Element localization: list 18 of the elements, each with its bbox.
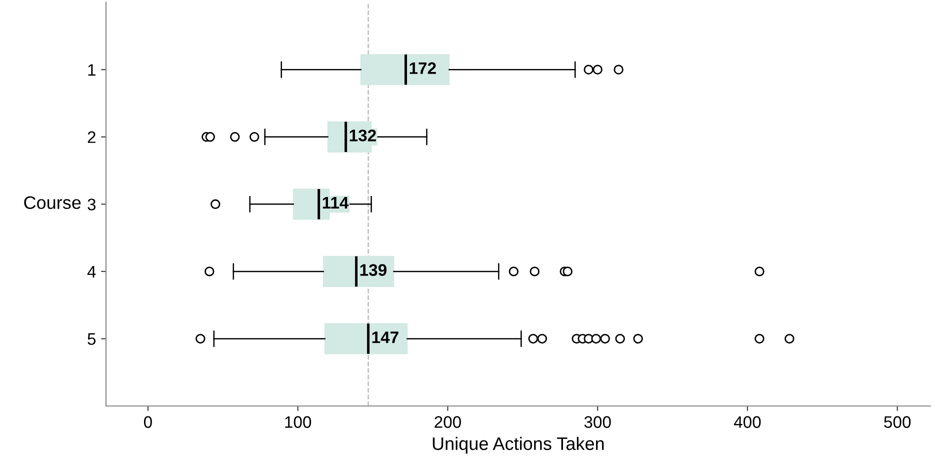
- annotation: 132: [350, 130, 376, 142]
- x-tick-label: 0: [144, 416, 152, 428]
- annotation: 172: [410, 62, 436, 74]
- y-tick-label: 1: [88, 64, 96, 76]
- x-tick-label: 500: [884, 416, 911, 428]
- annotation: 114: [322, 197, 349, 208]
- x-tick-label: 300: [584, 416, 611, 428]
- x-tick-label: 200: [434, 416, 461, 428]
- x-tick-label: 100: [285, 416, 312, 428]
- y-tick-label: 3: [88, 198, 96, 210]
- y-tick-label: 2: [88, 131, 96, 143]
- annotation: 147: [372, 332, 398, 344]
- annotation: 139: [360, 264, 386, 276]
- x-axis-title: Unique Actions Taken: [432, 436, 604, 454]
- x-tick-label: 400: [734, 416, 761, 428]
- y-axis-title: Course: [24, 196, 81, 210]
- y-tick-label: 4: [87, 266, 96, 278]
- y-tick-label: 5: [88, 333, 96, 345]
